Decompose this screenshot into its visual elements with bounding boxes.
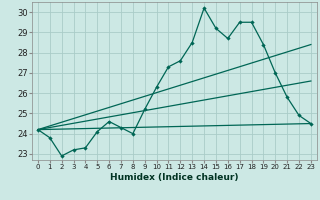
X-axis label: Humidex (Indice chaleur): Humidex (Indice chaleur) (110, 173, 239, 182)
